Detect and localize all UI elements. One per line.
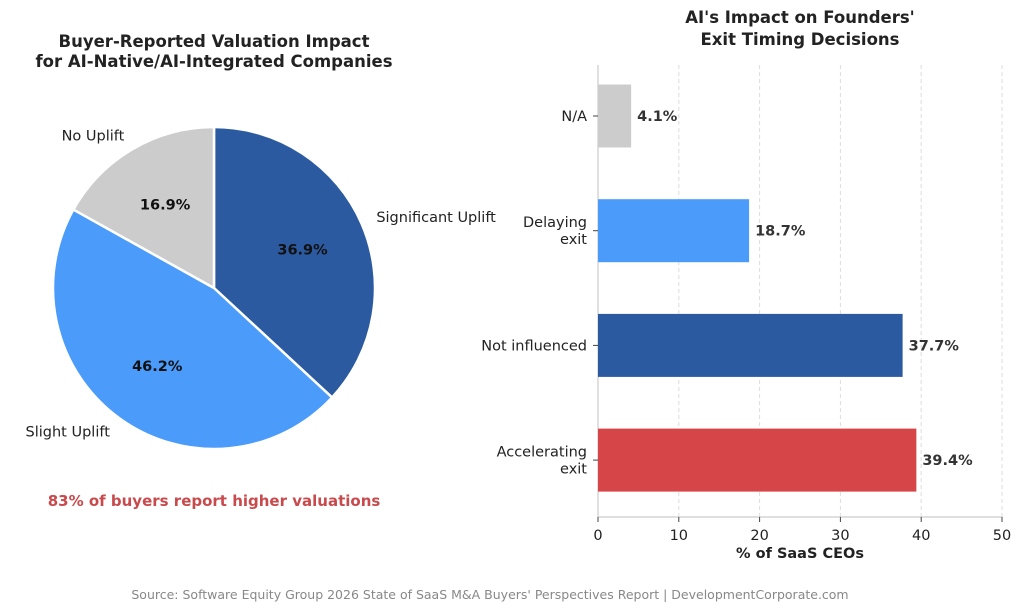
x-tick-label: 30 xyxy=(831,528,849,544)
source-footer: Source: Software Equity Group 2026 State… xyxy=(131,587,848,602)
bar-n-a xyxy=(598,84,632,148)
pie-pct-label-no-uplift: 16.9% xyxy=(140,198,191,214)
y-category-label: Not influenced xyxy=(481,338,587,354)
pie-title-line-1: Buyer-Reported Valuation Impact xyxy=(59,32,370,51)
bar-title-line-2: Exit Timing Decisions xyxy=(701,30,900,49)
bar-chart: AI's Impact on Founders' Exit Timing Dec… xyxy=(481,8,1011,562)
pie-slice-no-uplift xyxy=(72,125,216,290)
y-category-label: exit xyxy=(560,232,587,248)
bar-title-line-1: AI's Impact on Founders' xyxy=(685,8,915,27)
pie-category-label-slight-uplift: Slight Uplift xyxy=(26,424,111,440)
x-tick-label: 0 xyxy=(593,528,602,544)
pie-title-line-2: for AI-Native/AI-Integrated Companies xyxy=(35,52,392,71)
x-tick-label: 20 xyxy=(750,528,768,544)
bar-value-label-n-a: 4.1% xyxy=(637,109,678,125)
bar-value-label-accelerating-exit: 39.4% xyxy=(922,453,973,469)
bar-value-label-not-influenced: 37.7% xyxy=(909,338,960,354)
pie-pct-label-slight-uplift: 46.2% xyxy=(132,359,183,375)
x-tick-label: 40 xyxy=(912,528,930,544)
pie-category-label-no-uplift: No Uplift xyxy=(62,128,125,144)
bar-accelerating-exit xyxy=(598,428,917,492)
bar-delaying-exit xyxy=(598,199,750,263)
y-category-label: N/A xyxy=(561,109,587,125)
pie-chart: Buyer-Reported Valuation Impact for AI-N… xyxy=(26,32,497,510)
y-category-label: Accelerating xyxy=(497,445,587,461)
x-tick-label: 50 xyxy=(993,528,1011,544)
pie-slice-significant-uplift xyxy=(212,125,377,399)
pie-annotation: 83% of buyers report higher valuations xyxy=(48,492,381,510)
y-category-label: exit xyxy=(560,462,587,478)
x-axis-title: % of SaaS CEOs xyxy=(736,546,864,562)
bar-not-influenced xyxy=(598,313,903,377)
bar-value-label-delaying-exit: 18.7% xyxy=(755,224,806,240)
pie-pct-label-significant-uplift: 36.9% xyxy=(277,242,328,258)
pie-category-label-significant-uplift: Significant Uplift xyxy=(376,210,496,226)
x-tick-label: 10 xyxy=(670,528,688,544)
pie-slice-slight-uplift xyxy=(51,208,334,451)
y-category-label: Delaying xyxy=(523,215,587,231)
